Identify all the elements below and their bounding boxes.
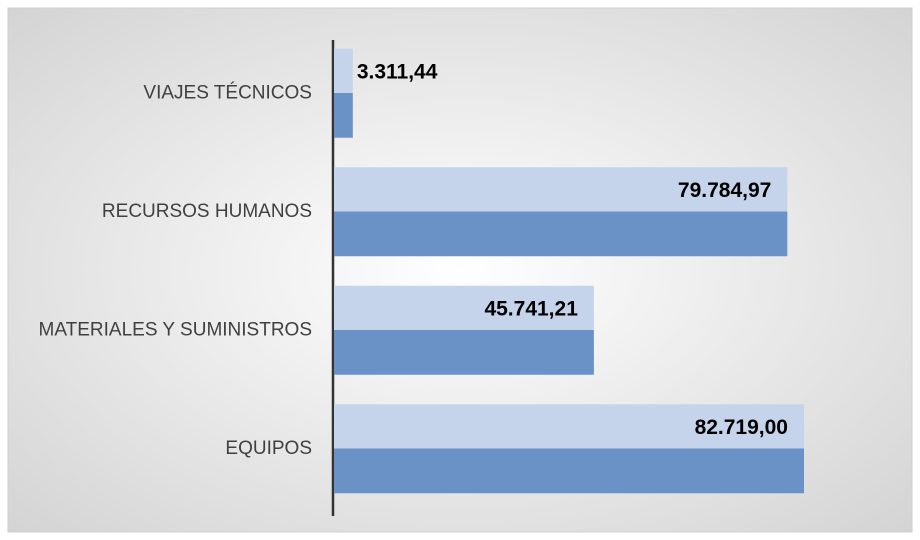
category-label: EQUIPOS <box>225 438 312 459</box>
bar <box>334 285 594 375</box>
value-label: 3.311,44 <box>357 60 438 83</box>
category-label: RECURSOS HUMANOS <box>102 201 312 222</box>
bar <box>334 48 353 138</box>
value-label: 82.719,00 <box>695 416 788 439</box>
value-label: 45.741,21 <box>484 297 578 320</box>
value-label: 79.784,97 <box>678 179 771 202</box>
bar <box>334 167 788 257</box>
category-label: MATERIALES Y SUMINISTROS <box>39 319 312 340</box>
category-label: VIAJES TÉCNICOS <box>143 82 312 103</box>
bar <box>334 404 804 494</box>
